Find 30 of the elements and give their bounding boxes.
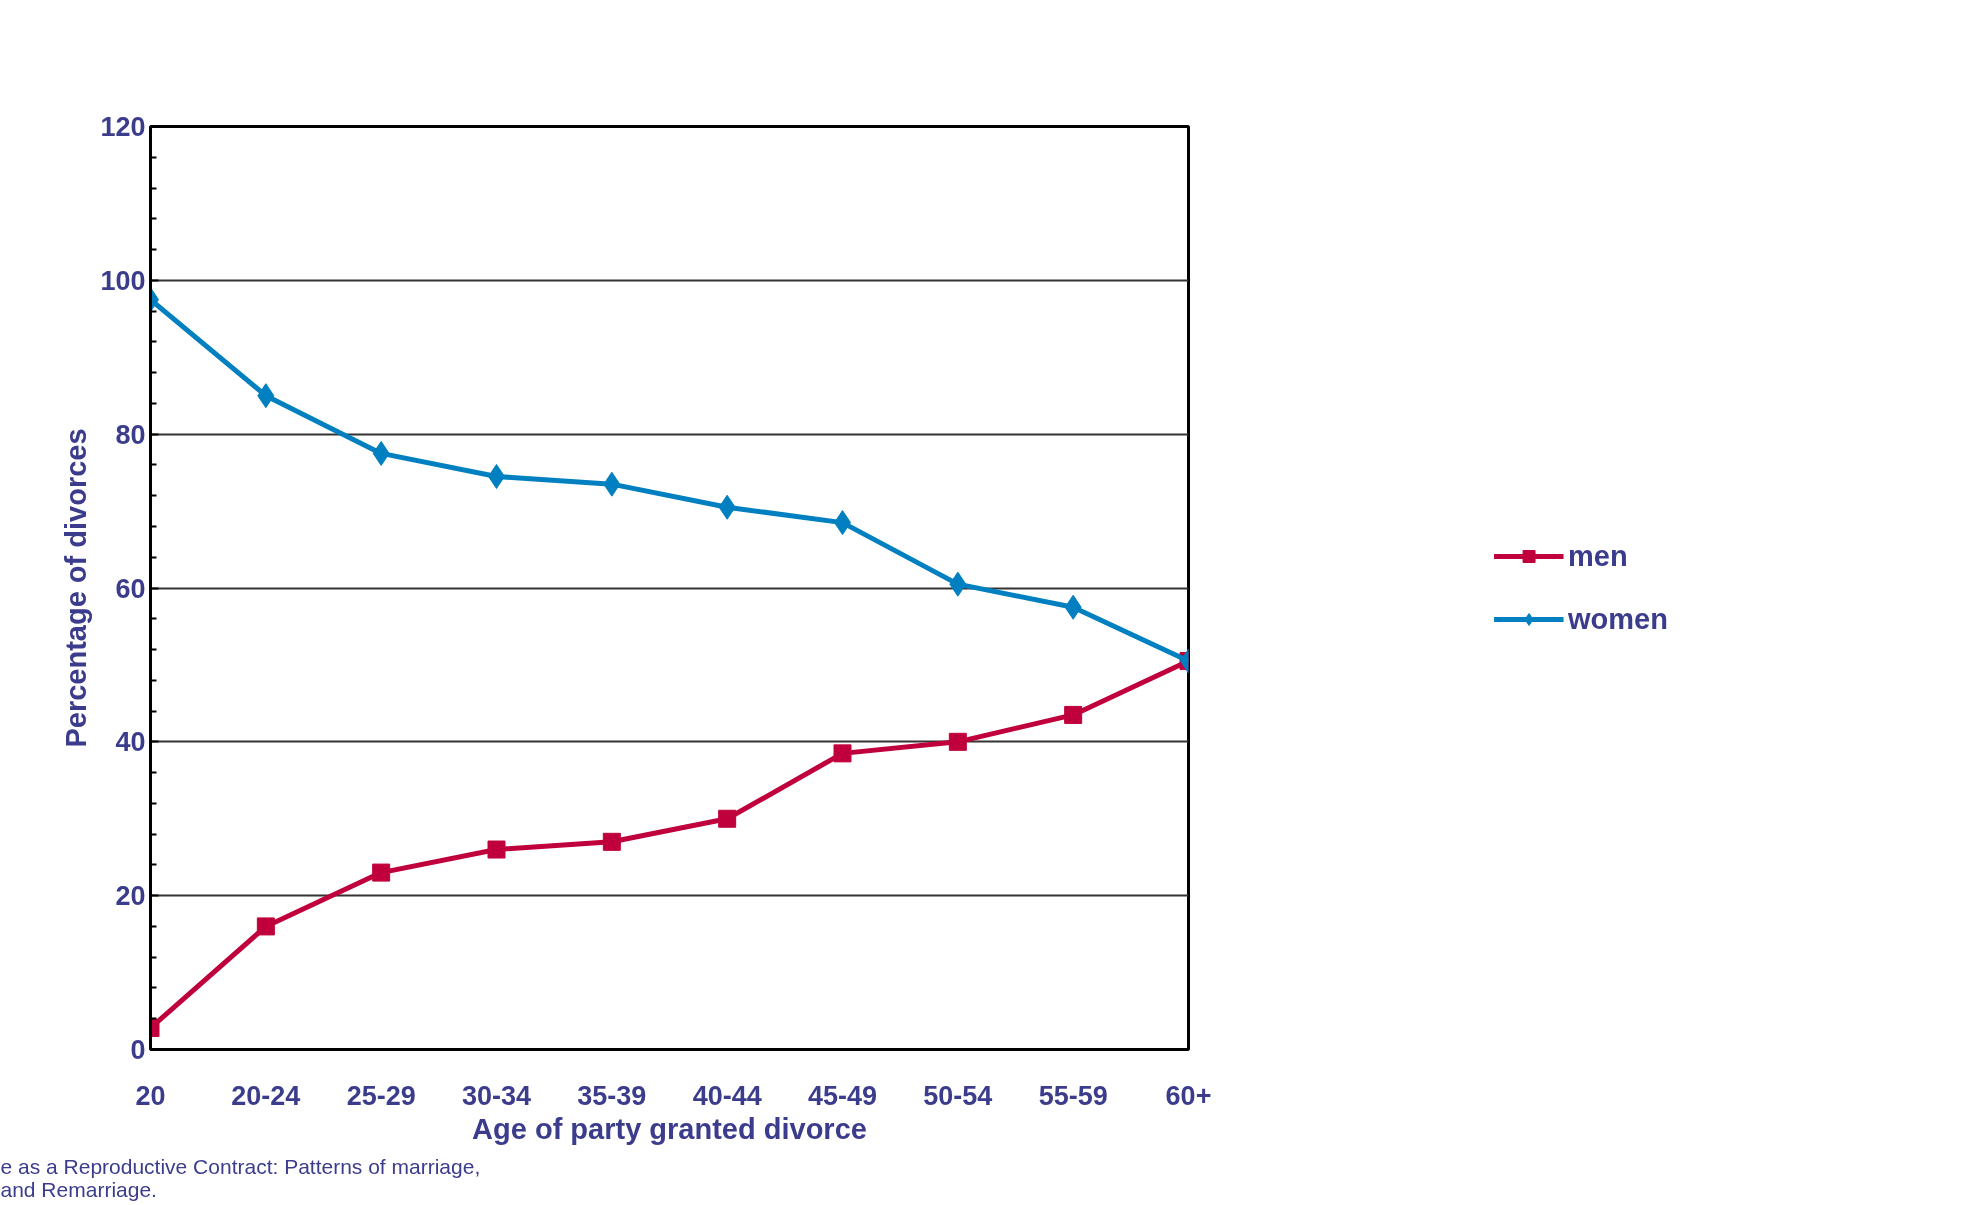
y-tick-label: 40 [115, 727, 146, 758]
legend-label: women [1568, 602, 1668, 636]
point [1064, 705, 1083, 724]
point [718, 809, 737, 828]
point [256, 917, 275, 936]
point [948, 732, 967, 751]
legend-label: men [1568, 539, 1628, 573]
y-axis-title: Percentage of divorces [60, 428, 93, 748]
x-tick-label: 20-24 [231, 1080, 301, 1111]
x-axis-title: Age of party granted divorce [472, 1112, 867, 1145]
y-tick-label: 60 [115, 573, 146, 604]
point [602, 832, 621, 851]
point [833, 744, 852, 763]
x-tick-label: 55-59 [1038, 1080, 1108, 1111]
y-tick-label: 80 [115, 419, 146, 450]
x-tick-label: 25-29 [346, 1080, 416, 1111]
x-tick-label: 20 [135, 1080, 166, 1111]
x-tick-label: 40-44 [692, 1080, 762, 1111]
x-tick-label: 50-54 [923, 1080, 993, 1111]
x-tick-label: 60+ [1165, 1080, 1212, 1111]
x-tick-label: 30-34 [461, 1080, 532, 1111]
y-tick-label: 0 [130, 1035, 146, 1065]
y-tick-label: 120 [100, 112, 146, 142]
point [487, 840, 506, 859]
point [372, 863, 391, 882]
x-tick-label: 45-49 [807, 1080, 878, 1111]
text: e as a Reproductive Contract: Patterns of marriage, and Remarriage. [0, 1154, 481, 1201]
x-tick-label: 35-39 [577, 1080, 647, 1111]
y-tick-label: 20 [115, 881, 146, 912]
y-tick-label: 100 [100, 265, 146, 296]
